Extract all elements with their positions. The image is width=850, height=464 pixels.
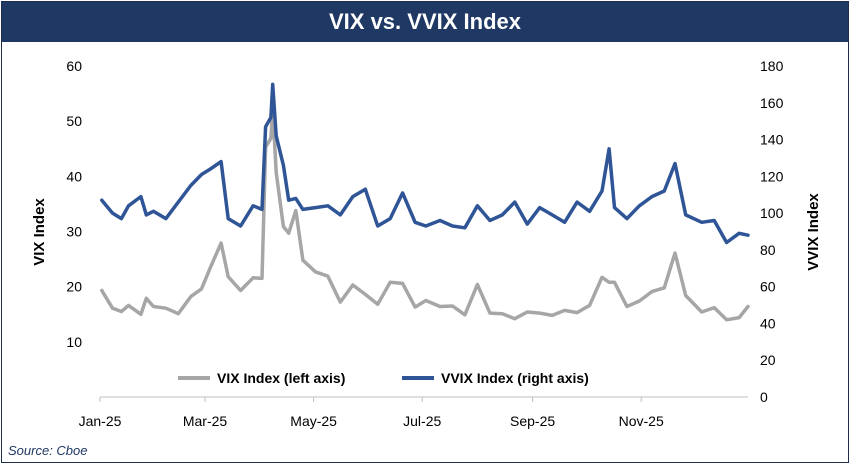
y-axis-label-left: VIX Index <box>31 198 48 266</box>
x-tick-label: May-25 <box>290 413 337 429</box>
y-right-tick-label: 180 <box>760 58 784 74</box>
y-left-tick-label: 30 <box>66 224 82 240</box>
y-right-tick-label: 20 <box>760 352 776 368</box>
chart-title: VIX vs. VVIX Index <box>2 2 848 42</box>
chart-legend: VIX Index (left axis) VVIX Index (right … <box>178 370 589 386</box>
y-left-tick-label: 20 <box>66 279 82 295</box>
chart-source: Source: Cboe <box>8 443 88 458</box>
y-right-tick-label: 80 <box>760 242 776 258</box>
y-right-tick-label: 160 <box>760 95 784 111</box>
y-left-tick-label: 40 <box>66 168 82 184</box>
y-right-tick-label: 100 <box>760 205 784 221</box>
x-tick-label: Jul-25 <box>403 413 441 429</box>
y-right-tick-label: 60 <box>760 279 776 295</box>
y-left-tick-label: 60 <box>66 58 82 74</box>
x-tick-label: Nov-25 <box>619 413 664 429</box>
x-tick-label: Sep-25 <box>510 413 555 429</box>
y-axis-label-right: VVIX Index <box>805 193 822 271</box>
y-right-tick-label: 120 <box>760 168 784 184</box>
x-tick-label: Jan-25 <box>79 413 122 429</box>
y-left-tick-label: 50 <box>66 113 82 129</box>
x-tick-label: Mar-25 <box>183 413 228 429</box>
y-right-tick-label: 40 <box>760 315 776 331</box>
series-line-vix <box>100 106 750 322</box>
y-left-tick-label: 10 <box>66 334 82 350</box>
legend-label-vvix: VVIX Index (right axis) <box>441 370 589 386</box>
series-line-vvix <box>100 82 750 245</box>
y-right-tick-label: 140 <box>760 132 784 148</box>
y-right-tick-label: 0 <box>760 389 768 405</box>
legend-label-vix: VIX Index (left axis) <box>217 370 345 386</box>
